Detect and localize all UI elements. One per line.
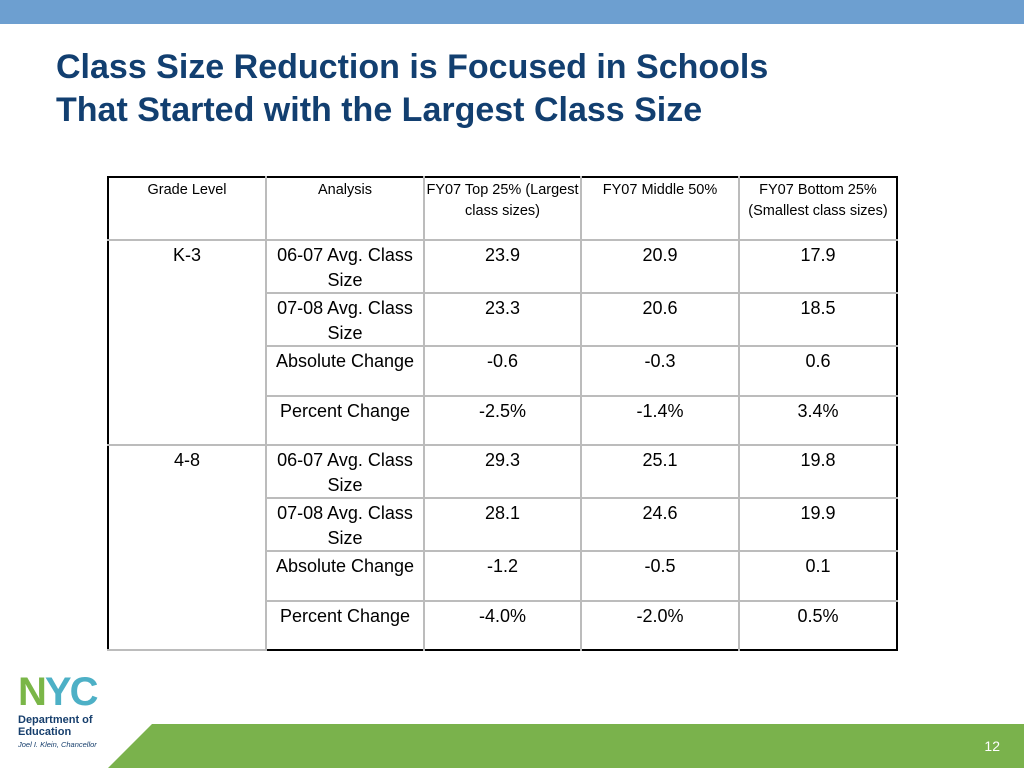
middle-value-cell: -0.5 xyxy=(581,551,740,602)
bottom-accent-bar xyxy=(108,724,1024,768)
top-value-cell: -0.6 xyxy=(424,346,582,397)
middle-value-cell: -0.3 xyxy=(581,346,740,397)
table-row: 07-08 Avg. Class Size 28.1 24.6 19.9 xyxy=(108,498,897,553)
top-value-cell: 29.3 xyxy=(424,445,582,500)
analysis-cell: Percent Change xyxy=(266,600,425,651)
slide-title: Class Size Reduction is Focused in Schoo… xyxy=(56,46,956,132)
table-row: K-3 06-07 Avg. Class Size 23.9 20.9 17.9 xyxy=(108,240,897,447)
analysis-cell: Absolute Change xyxy=(266,346,425,397)
table-header-row: Grade Level Analysis FY07 Top 25% (Large… xyxy=(108,177,897,241)
class-size-table: Grade Level Analysis FY07 Top 25% (Large… xyxy=(107,176,898,652)
logo-letter-n: N xyxy=(18,670,47,714)
logo-letter-y: Y xyxy=(44,670,72,714)
bottom-value-cell: 0.5% xyxy=(797,605,839,626)
analysis-cell: 06-07 Avg. Class Size xyxy=(266,445,425,500)
bottom-value-cell: 0.6 xyxy=(739,346,897,397)
bottom-value-cell: 18.5 xyxy=(739,293,897,347)
header-bottom-25: FY07 Bottom 25% (Smallest class sizes) xyxy=(739,177,897,241)
top-value-cell: 23.9 xyxy=(424,240,582,294)
bottom-value-cell: 17.9 xyxy=(739,240,897,294)
logo-letter-c: C xyxy=(69,670,99,714)
title-line-1: Class Size Reduction is Focused in Schoo… xyxy=(56,48,769,86)
top-value-cell: -4.0% xyxy=(424,600,582,651)
table-row: Percent Change -2.5% -1.4% 3.4% xyxy=(108,395,897,447)
top-value-cell: 28.1 xyxy=(424,498,582,553)
grade-cell-4-8: 4-8 xyxy=(108,445,267,652)
title-line-2: That Started with the Largest Class Size xyxy=(56,91,703,129)
top-value-cell: -1.2 xyxy=(424,551,582,602)
header-grade-level: Grade Level xyxy=(108,177,267,241)
nyc-doe-logo: N Y C Department of Education Joel I. Kl… xyxy=(18,670,128,756)
middle-value-cell: 20.6 xyxy=(581,293,740,347)
page-number: 12 xyxy=(984,738,1000,754)
middle-value-cell: 25.1 xyxy=(581,445,740,500)
analysis-cell: 07-08 Avg. Class Size xyxy=(266,498,425,553)
bottom-value-cell: 3.4% xyxy=(739,395,897,447)
top-value-cell: 23.3 xyxy=(424,293,582,347)
header-analysis: Analysis xyxy=(266,177,425,241)
nyc-wordmark: N Y C xyxy=(18,670,128,714)
chancellor-line: Joel I. Klein, Chancellor xyxy=(18,740,97,749)
bottom-value-cell: 19.8 xyxy=(739,445,897,500)
analysis-cell: Absolute Change xyxy=(266,551,425,602)
middle-value-cell: -2.0% xyxy=(581,600,740,651)
middle-value-cell: 20.9 xyxy=(581,240,740,294)
department-name: Department of Education xyxy=(18,714,128,738)
analysis-cell: Percent Change xyxy=(266,395,425,447)
department-line-2: Education xyxy=(18,726,72,738)
table-row: Absolute Change -0.6 -0.3 0.6 xyxy=(108,346,897,397)
class-size-table-wrap: Grade Level Analysis FY07 Top 25% (Large… xyxy=(107,176,898,652)
middle-value-cell: -1.4% xyxy=(581,395,740,447)
bottom-value-cell: 0.1 xyxy=(739,551,897,602)
header-middle-50: FY07 Middle 50% xyxy=(581,177,740,241)
table-row: Percent Change -4.0% -2.0% 0.5% xyxy=(108,600,897,651)
top-accent-bar xyxy=(0,0,1024,24)
middle-value-cell: 24.6 xyxy=(581,498,740,553)
bottom-bar-shape xyxy=(108,724,1024,768)
analysis-cell: 07-08 Avg. Class Size xyxy=(266,293,425,347)
analysis-cell: 06-07 Avg. Class Size xyxy=(266,240,425,294)
header-top-25: FY07 Top 25% (Largest class sizes) xyxy=(424,177,582,241)
bottom-value-cell: 19.9 xyxy=(739,498,897,553)
top-value-cell: -2.5% xyxy=(424,395,582,447)
grade-cell-k3: K-3 xyxy=(108,240,267,447)
table-row: 4-8 06-07 Avg. Class Size 29.3 25.1 19.8 xyxy=(108,445,897,652)
department-line-1: Department of xyxy=(18,714,93,726)
table-row: 07-08 Avg. Class Size 23.3 20.6 18.5 xyxy=(108,293,897,347)
table-row: Absolute Change -1.2 -0.5 0.1 xyxy=(108,551,897,602)
